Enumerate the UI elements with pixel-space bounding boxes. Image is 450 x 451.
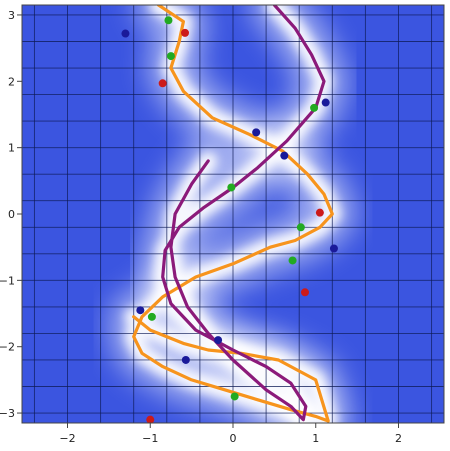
y-tick-label: −2 (0, 341, 15, 354)
marker-red (300, 288, 309, 297)
marker-red (146, 415, 155, 423)
marker-green (288, 256, 297, 265)
series-line-purple (161, 5, 326, 422)
x-tick-label: −2 (59, 432, 75, 445)
y-tick-label: 3 (8, 9, 15, 22)
marker-blue (252, 128, 261, 137)
marker-blue (136, 306, 145, 315)
y-tick-label: 1 (8, 142, 15, 155)
y-tick-label: −3 (0, 407, 15, 420)
marker-blue (280, 151, 289, 160)
y-tick-label: −1 (0, 274, 15, 287)
marker-red (158, 79, 167, 88)
marker-blue (329, 244, 338, 253)
marker-blue (181, 355, 190, 364)
marker-blue (321, 98, 330, 107)
axes: −2 −1 0 1 2 −3 −2 −1 0 1 2 3 (0, 9, 402, 445)
marker-blue (121, 29, 130, 38)
series-lines (132, 5, 334, 423)
x-tick-label: 0 (230, 432, 237, 445)
marker-green (227, 183, 236, 192)
marker-green (166, 52, 175, 61)
x-tick-label: 2 (395, 432, 402, 445)
y-tick-label: 0 (8, 208, 15, 221)
marker-blue (214, 336, 223, 345)
marker-green (147, 312, 156, 321)
markers (121, 16, 338, 423)
marker-green (164, 16, 173, 25)
x-tick-label: 1 (312, 432, 319, 445)
x-tick-label: −1 (142, 432, 158, 445)
marker-red (181, 28, 190, 37)
series-line-orange (132, 5, 334, 423)
marker-green (310, 103, 319, 112)
marker-green (296, 223, 305, 232)
marker-green (230, 392, 239, 401)
y-tick-label: 2 (8, 75, 15, 88)
marker-red (315, 208, 324, 217)
